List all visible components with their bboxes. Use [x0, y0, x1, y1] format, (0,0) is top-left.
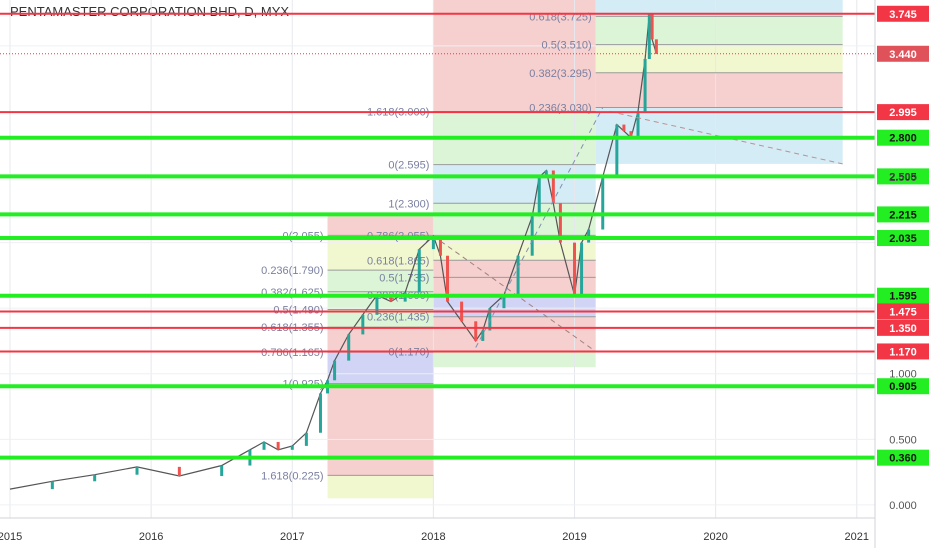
- price-axis: 3.745 2.995 2.800 2.505 2.215 2.035 1.595 1.475…: [874, 0, 929, 548]
- x-tick-label: 2016: [139, 531, 163, 543]
- price-label: 1.595: [889, 291, 917, 303]
- y-tick-label: 0.000: [889, 500, 917, 512]
- fib-level-label: 0.236(1.435): [367, 312, 429, 324]
- fib-zone-band: [433, 351, 596, 368]
- price-label-bg: [877, 319, 929, 336]
- current-price-bg: [877, 45, 929, 62]
- price-label: 2.995: [889, 107, 917, 119]
- fib-level-label: 0(2.595): [388, 160, 429, 172]
- price-label-bg: [877, 168, 929, 185]
- price-label: 2.215: [889, 209, 917, 221]
- price-label: 1.350: [889, 323, 917, 335]
- time-axis: 2015 2016 2017 2018 2019 2020 2021: [0, 517, 875, 543]
- y-tick-label: 0.500: [889, 434, 917, 446]
- price-series: [9, 14, 843, 490]
- x-tick-label: 2018: [421, 531, 445, 543]
- price-label-bg: [877, 343, 929, 360]
- fib-zone-band: [433, 277, 596, 296]
- x-tick-label: 2020: [703, 531, 727, 543]
- price-label: 1.475: [889, 306, 917, 318]
- y-tick-label: 2.500: [889, 172, 917, 184]
- y-tick-label: 1.000: [889, 369, 917, 381]
- fib-level-label: 1.618(0.225): [261, 470, 323, 482]
- price-label-bg: [877, 287, 929, 304]
- fib-zone-band: [327, 216, 434, 236]
- price-label-bg: [877, 449, 929, 466]
- x-tick-label: 2019: [562, 531, 586, 543]
- fib-zone-band: [327, 327, 434, 353]
- price-label: 2.505: [889, 171, 917, 183]
- fib-zone-band: [433, 295, 596, 317]
- fib-level-label: 0.382(3.295): [529, 68, 591, 80]
- fib-level-label: 0.5(3.510): [542, 40, 592, 52]
- chart-title: PENTAMASTER CORPORATION BHD, D, MYX: [8, 4, 292, 19]
- fib-zone-band: [433, 316, 596, 352]
- price-label-bg: [877, 206, 929, 223]
- fib-zone-band: [327, 235, 434, 271]
- fib-zone-band: [327, 352, 434, 384]
- x-tick-label: 2017: [280, 531, 304, 543]
- x-tick-label: 2015: [0, 531, 22, 543]
- fib-zone-band: [595, 0, 843, 17]
- fib-zone-band: [433, 0, 596, 112]
- fib-zone-band: [595, 72, 843, 108]
- fib-zone-band: [327, 383, 434, 476]
- fib-zone-band: [595, 16, 843, 45]
- fib-level-label: 0.786(1.165): [261, 347, 323, 359]
- fib-zone-band: [433, 203, 596, 236]
- price-label-bg: [877, 5, 929, 22]
- fib-zone-band: [433, 164, 596, 204]
- price-label: 3.745: [889, 9, 917, 21]
- price-label: 2.035: [889, 233, 917, 245]
- fib-zone-band: [327, 309, 434, 328]
- fib-zone-band: [595, 44, 843, 73]
- trend-line: [475, 107, 604, 348]
- price-label-bg: [877, 104, 929, 121]
- current-price-label: 3.440: [889, 49, 917, 61]
- x-tick-label: 2021: [845, 531, 869, 543]
- fib-zone-band: [327, 475, 434, 499]
- price-label-bg: [877, 230, 929, 247]
- price-label: 2.800: [889, 133, 917, 145]
- price-label: 1.170: [889, 346, 917, 358]
- fib-level-label: 0.236(1.790): [261, 265, 323, 277]
- price-label-bg: [877, 378, 929, 395]
- horizontal-levels: [0, 12, 875, 460]
- fib-level-label: 1(2.300): [388, 198, 429, 210]
- price-label-bg: [877, 303, 929, 320]
- fib-level-label: 0.5(1.735): [379, 272, 429, 284]
- price-label: 0.360: [889, 453, 917, 465]
- price-label: 0.905: [889, 381, 917, 393]
- price-label-bg: [877, 129, 929, 146]
